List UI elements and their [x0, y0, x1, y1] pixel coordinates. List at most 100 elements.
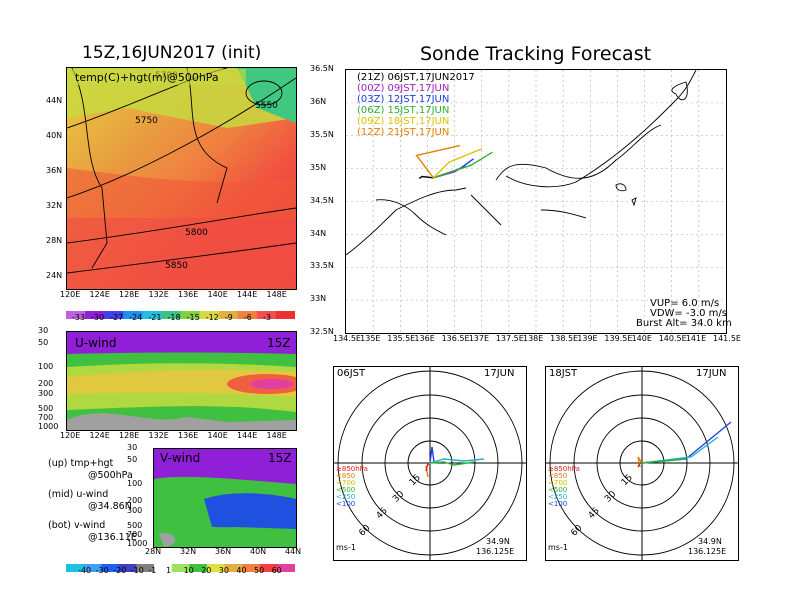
temp-cb-label: -6: [243, 313, 252, 322]
map-label: temp(C)+hgt(m)@500hPa: [75, 71, 219, 84]
uwind-title: U-wind: [75, 336, 116, 350]
wind-hodograph-line: [637, 462, 641, 468]
lon-tick-140E: 140E: [207, 290, 228, 299]
wind-hodograph-line: [429, 446, 435, 464]
wind-colorbar-swatch: [277, 564, 296, 572]
uwind-time: 15Z: [267, 336, 291, 350]
lat-tick-32N: 32N: [46, 201, 63, 210]
right-lon-tick-137E: 137E: [468, 334, 490, 343]
polar1-coord2: 136.125E: [476, 547, 515, 556]
right-title: Sonde Tracking Forecast: [420, 43, 652, 65]
lat-tick-36N: 36N: [46, 166, 63, 175]
vdw-text: VDW= -3.0 m/s: [650, 308, 727, 319]
vwind-lat-tick-36N: 36N: [215, 547, 232, 556]
polar2-unit: ms-1: [548, 543, 568, 552]
vwind-lat-tick-40N: 40N: [250, 547, 267, 556]
right-lon-tick-139E: 139E: [577, 334, 598, 343]
lon-tick-120E: 120E: [60, 290, 81, 299]
vwind-p-tick-100: 100: [127, 479, 143, 488]
contour-label-1: 5750: [135, 116, 158, 126]
vwind-p-tick-700: 700: [127, 530, 143, 539]
uwind-lon-tick-140E: 140E: [207, 431, 228, 440]
wind-colorbar-swatch: [101, 564, 120, 572]
right-lat-tick-34N: 34N: [310, 229, 327, 238]
left-title: 15Z,16JUN2017 (init): [82, 43, 262, 63]
right-lon-tick-141E: 141E: [685, 334, 707, 343]
vwind-p-tick-500: 500: [127, 521, 143, 530]
right-lon-tick-135.5E: 135.5E: [387, 334, 416, 343]
lon-tick-144E: 144E: [237, 290, 258, 299]
right-lon-tick-137.5E: 137.5E: [495, 334, 524, 343]
uwind-lon-tick-128E: 128E: [119, 431, 140, 440]
right-lat-tick-36N: 36N: [310, 97, 327, 106]
contour-label-4: 5850: [165, 261, 188, 271]
vwind-time: 15Z: [268, 451, 292, 465]
lon-tick-128E: 128E: [119, 290, 140, 299]
lat-tick-40N: 40N: [46, 131, 63, 140]
right-lon-tick-138.5E: 138.5E: [550, 334, 579, 343]
temp-colorbar: [66, 304, 296, 319]
traj-legend-item: (03Z) 12JST,17JUN: [357, 94, 450, 105]
right-lon-tick-140.5E: 140.5E: [658, 334, 687, 343]
temp-colorbar-swatch: [85, 311, 105, 319]
temp-cb-label: -27: [110, 313, 124, 322]
note-line-b: @136.11E: [88, 532, 137, 543]
vwind-lat-tick-28N: 28N: [145, 547, 162, 556]
uwind-panel: U-wind 15Z: [66, 331, 297, 431]
right-lat-tick-35N: 35N: [310, 163, 327, 172]
wind-colorbar-swatch: [66, 564, 85, 572]
vwind-p-tick-200: 200: [127, 496, 143, 505]
uwind-p-tick-700: 700: [38, 413, 54, 422]
lat-tick-24N: 24N: [46, 271, 63, 280]
vwind-panel: V-wind 15Z: [153, 448, 297, 548]
wind-colorbar-swatch: [83, 564, 102, 572]
polar1-coord1: 34.9N: [486, 537, 510, 546]
right-lat-tick-35.5N: 35.5N: [310, 130, 334, 139]
vwind-p-tick-50: 50: [127, 455, 138, 464]
ring-label-45: 45: [375, 506, 390, 521]
temp-cb-label: -3: [263, 313, 271, 322]
wind-cb-label: 40: [236, 566, 247, 575]
pressure-legend-item: <250: [548, 493, 567, 501]
wind-hodograph-line: [425, 462, 431, 478]
wind-colorbar-swatch: [171, 564, 190, 572]
uwind-p-tick-1000: 1000: [38, 422, 59, 431]
wind-colorbar-swatch: [154, 564, 173, 572]
vwind-p-tick-300: 300: [127, 506, 143, 515]
wind-cb-label: -20: [113, 566, 127, 575]
uwind-p-tick-300: 300: [38, 389, 54, 398]
right-lat-tick-36.5N: 36.5N: [310, 64, 334, 73]
right-lat-tick-33.5N: 33.5N: [310, 261, 334, 270]
wind-cb-label: 10: [183, 566, 194, 575]
wind-hodograph-line: [425, 462, 429, 472]
wind-hodograph-line: [429, 458, 485, 464]
wind-hodograph-line: [429, 461, 475, 466]
pressure-legend-item: ≥850hPa: [336, 465, 368, 473]
uwind-lon-tick-120E: 120E: [60, 431, 81, 440]
uwind-p-tick-50: 50: [38, 338, 49, 347]
lon-tick-136E: 136E: [178, 290, 199, 299]
right-lon-tick-135E: 135E: [360, 334, 381, 343]
pressure-legend-item: ≥850hPa: [548, 465, 580, 473]
temp-colorbar-swatch: [218, 311, 239, 319]
right-lon-tick-138E: 138E: [523, 334, 544, 343]
temp-cb-label: -21: [148, 313, 162, 322]
lat-tick-44N: 44N: [46, 96, 63, 105]
pressure-legend-item: <500: [548, 486, 567, 494]
wind-colorbar-swatch: [206, 564, 226, 572]
wind-cb-label: 1: [166, 566, 172, 575]
pressure-legend-item: <500: [336, 486, 355, 494]
right-lon-tick-134.5E: 134.5E: [333, 334, 361, 343]
temp-colorbar-swatch: [161, 311, 181, 319]
right-lon-tick-136E: 136E: [414, 334, 435, 343]
wind-cb-label: 30: [218, 566, 229, 575]
note-line-b: @34.86N: [88, 501, 132, 512]
ring-label-15: 15: [408, 473, 423, 488]
traj-legend-item: (09Z) 18JST,17JUN: [357, 116, 450, 127]
note-line-a: (up) tmp+hgt: [48, 458, 114, 469]
ring-label-60: 60: [357, 523, 372, 538]
contour-label-2: 5550: [255, 101, 278, 111]
temp-cb-label: -15: [186, 313, 200, 322]
temp-cb-label: -33: [72, 313, 86, 322]
temp-colorbar-swatch: [142, 311, 162, 319]
